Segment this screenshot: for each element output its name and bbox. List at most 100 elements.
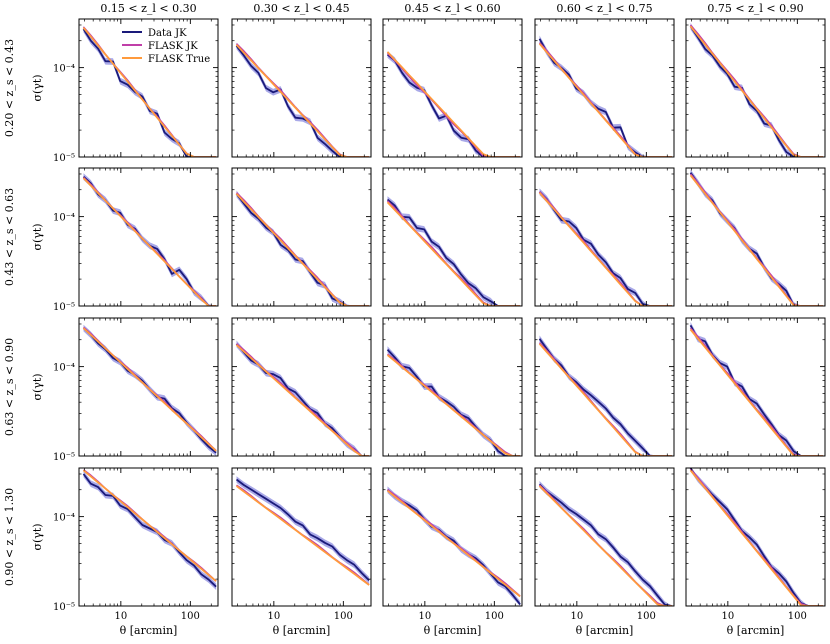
panel-frame: [382, 467, 523, 607]
data-jk-error-band: [539, 35, 673, 157]
plot-area: [538, 335, 673, 456]
panel-frame: [231, 317, 372, 457]
flask-true-line: [386, 354, 521, 456]
panel-frame: [231, 467, 372, 607]
row-label: 0.90 < z_s < 1.30: [3, 488, 16, 586]
y-axis-label: σ(γt): [31, 523, 44, 550]
data-jk-line: [82, 473, 217, 588]
data-jk-error-band: [539, 188, 673, 306]
subplot-panel: [382, 18, 523, 158]
y-tick-label: 10⁻⁴: [53, 64, 75, 75]
column-title: 0.30 < z_l < 0.45: [253, 2, 349, 15]
data-jk-line: [689, 468, 824, 606]
flask-jk-line: [538, 342, 673, 456]
flask-jk-line: [689, 173, 824, 306]
data-jk-line: [386, 348, 521, 456]
subplot-panel: [231, 18, 372, 158]
y-tick-label: 10⁻⁵: [53, 153, 75, 164]
flask-true-line: [82, 177, 217, 306]
y-axis-label: σ(γt): [31, 373, 44, 400]
data-jk-error-band: [690, 322, 824, 456]
plot-area: [538, 481, 673, 606]
column-title: 0.60 < z_l < 0.75: [556, 2, 652, 15]
data-jk-error-band: [690, 468, 824, 606]
data-jk-line: [538, 38, 673, 157]
data-jk-error-band: [387, 51, 521, 157]
panel-frame: [534, 18, 675, 158]
subplot-panel: [685, 317, 826, 457]
subplot-panel: [382, 317, 523, 457]
flask-true-line: [689, 25, 824, 157]
subplot-panel: 10⁻⁵ 10⁻⁴: [53, 167, 219, 313]
flask-jk-line: [689, 24, 824, 157]
y-tick-label: 10⁻⁵: [53, 452, 75, 463]
x-tick-label: 100: [637, 611, 656, 622]
data-jk-line: [538, 191, 673, 306]
flask-jk-line: [235, 192, 370, 306]
data-jk-error-band: [539, 335, 673, 456]
flask-true-line: [538, 485, 673, 606]
panel-frame: [78, 18, 219, 158]
x-tick-label: 10: [267, 611, 280, 622]
data-jk-line: [386, 53, 521, 157]
y-axis-label: σ(γt): [31, 74, 44, 101]
row-label: 0.20 < z_s < 0.43: [3, 39, 16, 137]
y-tick-label: 10⁻⁴: [53, 513, 75, 524]
plot-area: [689, 468, 824, 606]
legend: Data JK FLASK JK FLASK True: [122, 28, 210, 65]
plot-area: [689, 23, 824, 157]
x-tick-label: 100: [485, 611, 504, 622]
plot-area: [386, 346, 521, 456]
flask-true-line: [689, 328, 824, 456]
data-jk-error-band: [236, 190, 370, 306]
data-jk-line: [235, 45, 370, 157]
plot-area: [82, 173, 217, 306]
data-jk-line: [538, 338, 673, 456]
data-jk-error-band: [236, 476, 370, 584]
x-tick-label: 10: [114, 611, 127, 622]
plot-area: [82, 469, 217, 590]
y-axis-label: σ(γt): [31, 223, 44, 250]
flask-true-line: [82, 327, 217, 452]
x-tick-label: 100: [788, 611, 807, 622]
data-jk-error-band: [236, 42, 370, 157]
subplot-panel: [534, 18, 675, 158]
panel-frame: [231, 18, 372, 158]
subplot-panel: [231, 167, 372, 307]
data-jk-line: [538, 483, 673, 606]
data-jk-error-band: [539, 481, 673, 606]
flask-true-line: [235, 193, 370, 306]
y-tick-label: 10⁻⁴: [53, 363, 75, 374]
flask-jk-line: [538, 42, 673, 157]
flask-true-line: [235, 485, 370, 586]
data-jk-line: [235, 193, 370, 306]
data-jk-error-band: [690, 169, 824, 306]
plot-area: [82, 324, 217, 456]
x-tick-label: 10: [418, 611, 431, 622]
x-axis-label: θ [arcmin]: [727, 624, 785, 637]
data-jk-error-band: [83, 173, 217, 306]
flask-true-line: [689, 174, 824, 306]
data-jk-error-band: [236, 340, 370, 456]
panel-frame: [534, 467, 675, 607]
plot-area: [689, 322, 824, 456]
legend-label: FLASK True: [148, 54, 210, 65]
plot-area: [235, 476, 370, 586]
data-jk-line: [689, 25, 824, 157]
data-jk-line: [82, 28, 217, 157]
flask-true-line: [386, 490, 521, 598]
data-jk-line: [689, 172, 824, 306]
panel-frame: [382, 18, 523, 158]
panel-frame: [534, 167, 675, 307]
legend-label: FLASK JK: [148, 41, 198, 52]
subplot-panel: [382, 167, 523, 307]
subplot-panel: [534, 167, 675, 307]
y-tick-label: 10⁻⁴: [53, 213, 75, 224]
row-label: 0.43 < z_s < 0.63: [3, 188, 16, 286]
flask-true-line: [538, 343, 673, 456]
data-jk-line: [235, 478, 370, 581]
